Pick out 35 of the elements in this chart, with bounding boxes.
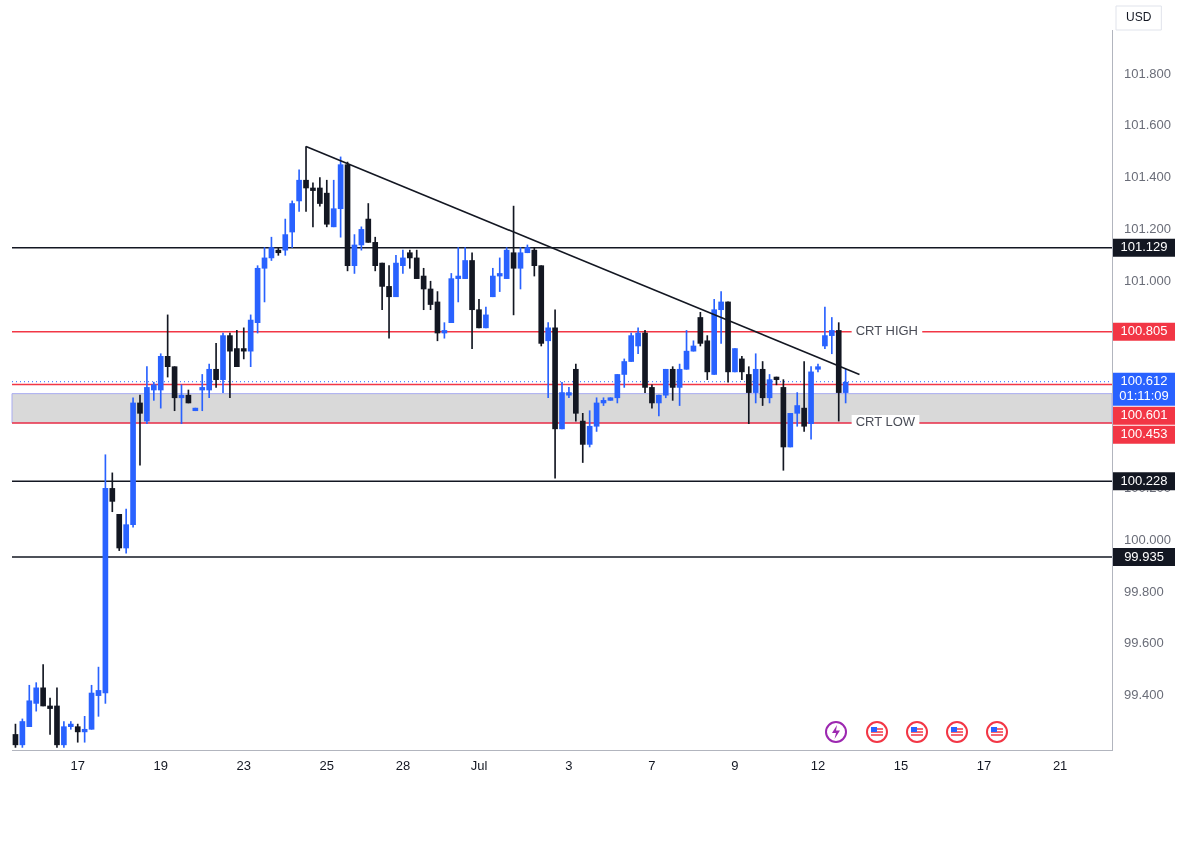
x-tick-label: 17 — [70, 758, 85, 774]
ref-line-label: 100.228 — [1120, 472, 1168, 488]
annotation: CRT LOW — [855, 414, 916, 430]
x-tick-label: 19 — [153, 758, 168, 774]
x-tick-label: 12 — [810, 758, 826, 774]
y-tick-label: 101.400 — [1124, 169, 1171, 185]
y-tick-label: 101.000 — [1124, 272, 1171, 288]
ref-line-label: 100.805 — [1120, 323, 1168, 339]
x-tick-label: 3 — [565, 758, 573, 774]
y-axis-title: USD — [1126, 10, 1152, 25]
y-tick-label: 99.600 — [1124, 635, 1164, 651]
ref-line-label: 100.612 01:11:09 — [1119, 373, 1169, 404]
x-tick-label: 9 — [731, 758, 739, 774]
x-tick-label: 23 — [236, 758, 251, 774]
y-tick-label: 101.600 — [1124, 117, 1171, 133]
x-tick-label: 17 — [976, 758, 992, 774]
ref-line-label: 101.129 — [1120, 239, 1168, 255]
x-tick-label: 7 — [648, 758, 656, 774]
y-tick-label: 99.400 — [1124, 687, 1164, 703]
x-tick-label: 15 — [893, 758, 909, 774]
candlestick — [137, 394, 143, 466]
candlestick — [213, 343, 219, 388]
ref-line-label: 100.601 — [1120, 407, 1168, 423]
ref-line-label: 99.935 — [1124, 548, 1164, 564]
x-tick-label: 28 — [395, 758, 411, 774]
annotation: CRT HIGH — [855, 323, 919, 339]
x-tick-label: 21 — [1052, 758, 1068, 774]
y-tick-label: 100.000 — [1124, 531, 1171, 547]
candlestick — [545, 322, 551, 399]
y-tick-label: 101.800 — [1124, 65, 1171, 81]
ref-line-label: 100.453 — [1120, 426, 1168, 442]
x-tick-label: 25 — [319, 758, 335, 774]
x-tick-label: Jul — [470, 758, 488, 774]
y-tick-label: 101.200 — [1124, 221, 1171, 236]
y-tick-label: 99.800 — [1124, 583, 1164, 599]
